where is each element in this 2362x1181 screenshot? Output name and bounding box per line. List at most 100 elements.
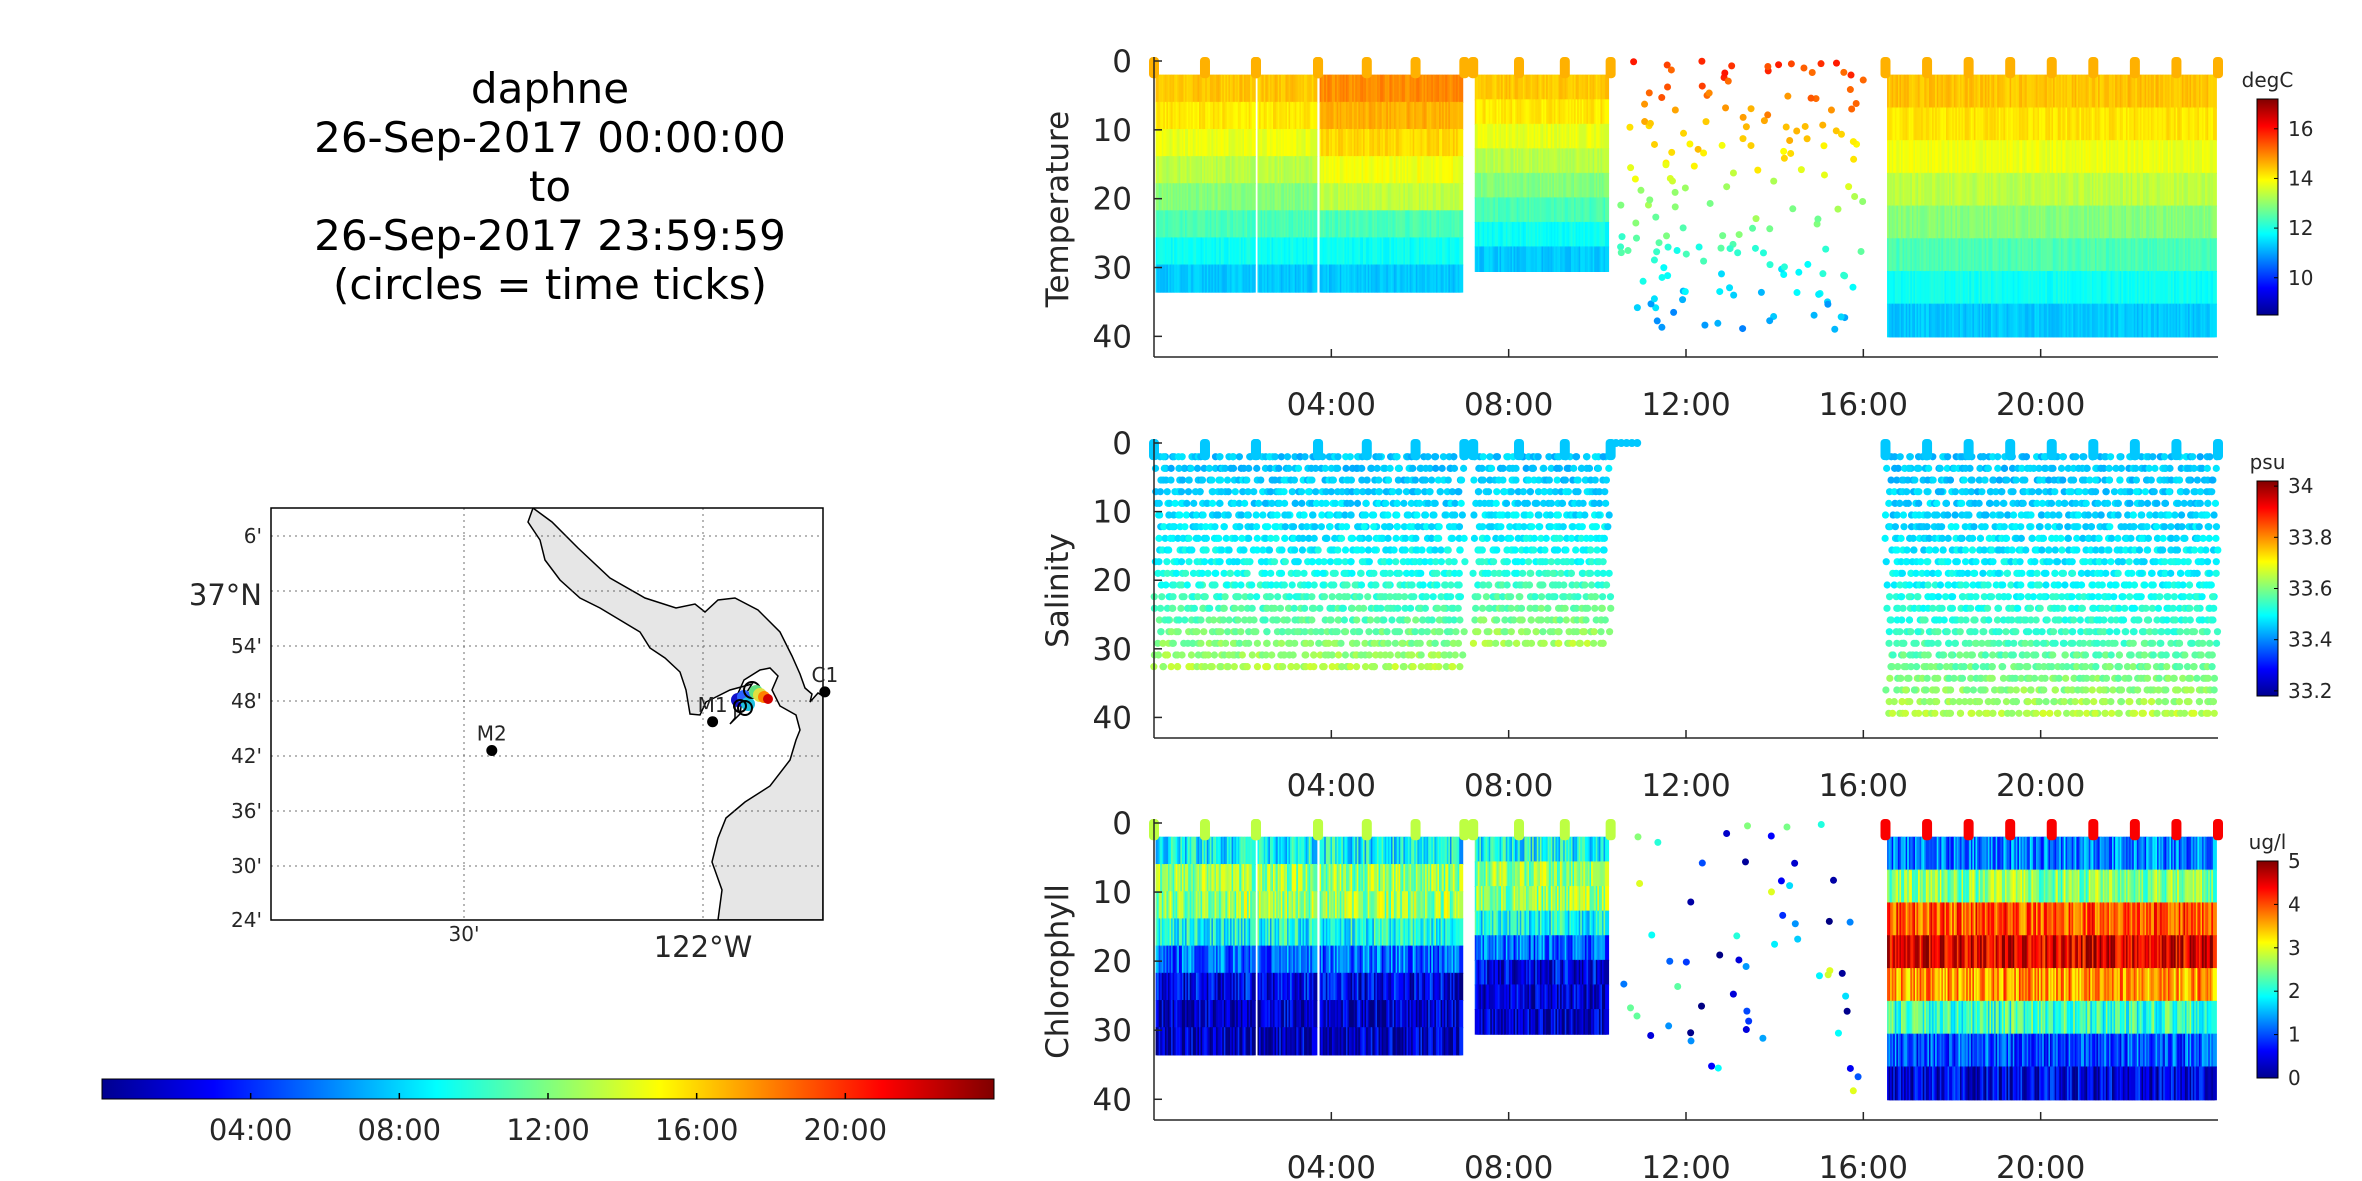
data-point	[1221, 593, 1229, 601]
data-point	[1334, 616, 1343, 624]
data-point	[2005, 57, 2016, 79]
data-point	[2129, 57, 2140, 79]
data-point	[1193, 628, 1201, 636]
colorbar-tick-label: 12	[2288, 216, 2313, 240]
data-point	[1764, 62, 1772, 70]
data-point	[1250, 439, 1261, 461]
data-point	[1281, 534, 1289, 542]
data-point	[1169, 593, 1177, 601]
data-point	[1156, 511, 1164, 519]
data-point	[1154, 651, 1163, 659]
data-point	[1291, 499, 1299, 507]
data-point	[1834, 205, 1842, 213]
time-colorbar-tick-label: 08:00	[358, 1113, 442, 1147]
data-point	[1832, 59, 1840, 67]
data-point	[1719, 232, 1727, 240]
data-point	[1237, 628, 1245, 636]
data-point	[1169, 604, 1177, 612]
data-point	[1847, 71, 1855, 79]
data-point	[1157, 628, 1165, 636]
data-point	[1650, 140, 1658, 148]
data-point	[1224, 581, 1232, 589]
data-point	[1641, 100, 1649, 108]
data-point	[1185, 476, 1193, 484]
data-point	[1752, 215, 1760, 223]
data-point	[1652, 304, 1660, 312]
data-point	[1341, 558, 1349, 566]
data-point	[1177, 488, 1186, 496]
data-point	[1652, 213, 1660, 221]
data-point	[1626, 123, 1634, 131]
data-point	[1291, 639, 1299, 647]
data-point	[1789, 205, 1797, 213]
x-tick-label: 16:00	[1819, 387, 1908, 423]
data-point	[1627, 164, 1635, 172]
data-point	[1187, 651, 1196, 659]
data-point	[1199, 439, 1210, 461]
data-point	[1770, 177, 1778, 185]
data-point	[1840, 68, 1848, 76]
data-point	[1159, 453, 1168, 461]
data-point	[1312, 499, 1321, 507]
data-point	[1236, 639, 1244, 647]
data-point	[1211, 523, 1219, 531]
data-point	[1211, 581, 1219, 589]
data-point	[1171, 499, 1179, 507]
data-point	[1617, 249, 1625, 257]
data-point	[1218, 546, 1226, 554]
data-point	[1331, 569, 1339, 577]
data-point	[1162, 476, 1170, 484]
colorbar	[2256, 98, 2279, 316]
data-point	[1342, 464, 1350, 472]
data-point	[1289, 523, 1298, 531]
lat-label: 54'	[231, 634, 262, 658]
data-point	[1335, 558, 1343, 566]
data-point	[1700, 149, 1708, 157]
title-note: (circles = time ticks)	[250, 260, 850, 309]
data-point	[1308, 604, 1317, 612]
data-point	[1331, 499, 1339, 507]
data-point	[1850, 155, 1858, 163]
data-point	[1177, 558, 1186, 566]
data-point	[1766, 317, 1774, 325]
data-point	[1316, 604, 1324, 612]
data-point	[1316, 651, 1324, 659]
data-point	[1183, 499, 1191, 507]
data-point	[1181, 569, 1190, 577]
data-point	[1353, 639, 1361, 647]
profile-data	[1149, 57, 2223, 338]
colorbar-tick-label: 16	[2288, 117, 2313, 141]
data-point	[1410, 57, 1421, 79]
data-point	[1166, 499, 1174, 507]
data-point	[1311, 523, 1319, 531]
data-point	[1645, 89, 1653, 97]
data-point	[1353, 546, 1361, 554]
data-point	[1328, 663, 1336, 671]
data-point	[1210, 616, 1218, 624]
data-point	[1167, 476, 1175, 484]
data-point	[1280, 581, 1289, 589]
data-point	[1178, 651, 1186, 659]
data-point	[1235, 499, 1243, 507]
data-point	[1232, 628, 1240, 636]
data-point	[1172, 569, 1180, 577]
data-point	[1248, 651, 1256, 659]
data-point	[1343, 581, 1351, 589]
data-point	[1163, 488, 1171, 496]
data-point	[1845, 183, 1853, 191]
data-point	[1729, 169, 1737, 177]
map-grid	[271, 508, 823, 920]
data-point	[1352, 464, 1361, 472]
data-point	[1303, 593, 1311, 601]
data-point	[1832, 127, 1840, 135]
data-point	[1330, 581, 1338, 589]
data-point	[1259, 511, 1267, 519]
data-point	[1301, 628, 1309, 636]
data-point	[1849, 138, 1857, 146]
title-start-time: 26-Sep-2017 00:00:00	[250, 113, 850, 162]
data-point	[1243, 558, 1251, 566]
data-point	[1169, 639, 1177, 647]
data-point	[1241, 593, 1249, 601]
data-point	[1686, 140, 1694, 148]
data-point	[1766, 225, 1774, 233]
